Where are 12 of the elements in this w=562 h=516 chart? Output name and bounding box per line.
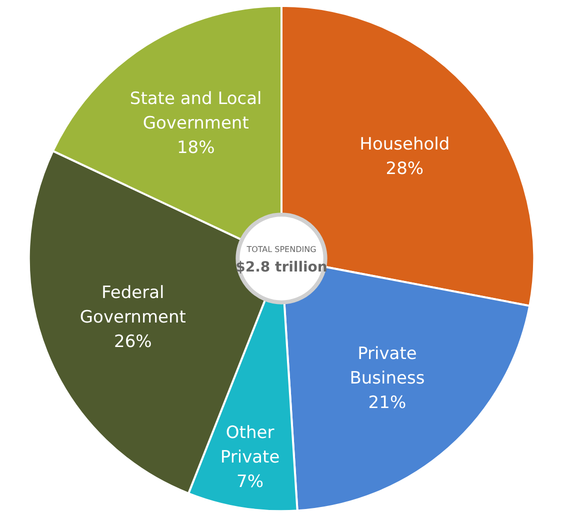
data-label: 21% xyxy=(368,393,406,413)
data-label: 7% xyxy=(236,472,264,492)
text: TOTAL SPENDING xyxy=(246,244,316,254)
slice-label: Other Private xyxy=(220,422,280,468)
slice-label: State and Local Government xyxy=(130,88,262,134)
slice-label: Household xyxy=(360,134,450,154)
data-label: 18% xyxy=(176,138,215,158)
text: $2.8 trillion xyxy=(236,260,328,276)
slice-label: Federal Government xyxy=(80,282,186,328)
slice-label: Private Business xyxy=(350,344,425,388)
data-label: 28% xyxy=(386,158,424,179)
data-label: 26% xyxy=(114,332,152,352)
